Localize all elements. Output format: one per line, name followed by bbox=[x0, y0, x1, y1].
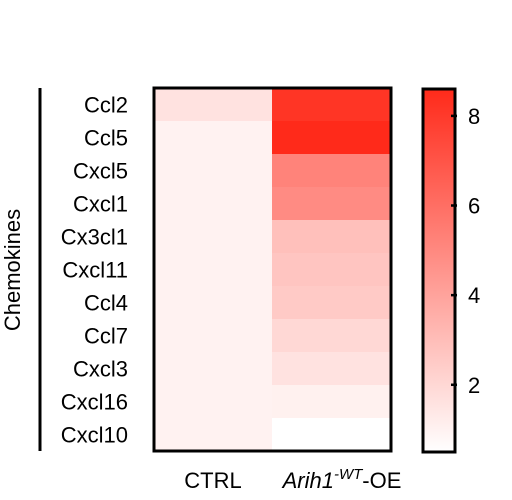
heatmap-cell-ccl5-ctrl bbox=[154, 121, 272, 155]
heatmap-cell-cxcl11-arih1-oe bbox=[272, 253, 391, 287]
heatmap-cell-cxcl16-arih1-oe bbox=[272, 385, 391, 419]
heatmap-cell-cxcl10-ctrl bbox=[154, 418, 272, 452]
heatmap-cells bbox=[154, 88, 391, 452]
heatmap-cell-cx3cl1-ctrl bbox=[154, 220, 272, 254]
heatmap-cell-cxcl10-arih1-oe bbox=[272, 418, 391, 452]
heatmap-cell-cxcl5-ctrl bbox=[154, 154, 272, 188]
heatmap-cell-ccl4-arih1-oe bbox=[272, 286, 391, 320]
row-label-cxcl3: Cxcl3 bbox=[73, 357, 128, 382]
row-label-cxcl10: Cxcl10 bbox=[61, 423, 128, 448]
row-label-ccl5: Ccl5 bbox=[84, 126, 128, 151]
row-label-cxcl11: Cxcl11 bbox=[62, 258, 128, 283]
colorbar-tick-label-6: 6 bbox=[468, 194, 480, 219]
heatmap-cell-cxcl11-ctrl bbox=[154, 253, 272, 287]
heatmap-cell-cxcl1-ctrl bbox=[154, 187, 272, 221]
row-label-cxcl1: Cxcl1 bbox=[73, 192, 128, 217]
colorbar-tick-label-8: 8 bbox=[468, 104, 480, 129]
heatmap-cell-cxcl3-ctrl bbox=[154, 352, 272, 386]
heatmap-cell-ccl5-arih1-oe bbox=[272, 121, 391, 155]
row-labels: Ccl2 Ccl5 Cxcl5 Cxcl1 Cx3cl1 Cxcl11 Ccl4 Ccl7 Cx… bbox=[61, 93, 128, 448]
heatmap-frame bbox=[152, 86, 393, 453]
heatmap-cell-cxcl16-ctrl bbox=[154, 385, 272, 419]
heatmap-cell-ccl4-ctrl bbox=[154, 286, 272, 320]
colorbar bbox=[421, 87, 457, 454]
row-label-ccl2: Ccl2 bbox=[84, 93, 128, 118]
colorbar-ticks: 2 4 6 8 bbox=[451, 104, 480, 398]
heatmap-cell-cx3cl1-arih1-oe bbox=[272, 220, 391, 254]
row-label-ccl7: Ccl7 bbox=[84, 324, 128, 349]
heatmap-cell-ccl2-ctrl bbox=[154, 88, 272, 122]
heatmap-cell-ccl7-arih1-oe bbox=[272, 319, 391, 353]
row-label-cxcl5: Cxcl5 bbox=[73, 159, 128, 184]
group-label: Chemokines bbox=[0, 209, 25, 331]
column-label-ctrl: CTRL bbox=[184, 468, 241, 493]
heatmap-cell-ccl2-arih1-oe bbox=[272, 88, 391, 122]
heatmap-cell-ccl7-ctrl bbox=[154, 319, 272, 353]
row-label-cxcl16: Cxcl16 bbox=[61, 390, 128, 415]
heatmap-cell-cxcl5-arih1-oe bbox=[272, 154, 391, 188]
column-label-arih1-oe: Arih1-WT-OE bbox=[281, 466, 402, 493]
row-label-cx3cl1: Cx3cl1 bbox=[61, 225, 128, 250]
colorbar-tick-label-4: 4 bbox=[468, 283, 480, 308]
row-label-ccl4: Ccl4 bbox=[84, 291, 128, 316]
heatmap-cell-cxcl1-arih1-oe bbox=[272, 187, 391, 221]
heatmap-cell-cxcl3-arih1-oe bbox=[272, 352, 391, 386]
colorbar-tick-label-2: 2 bbox=[468, 373, 480, 398]
